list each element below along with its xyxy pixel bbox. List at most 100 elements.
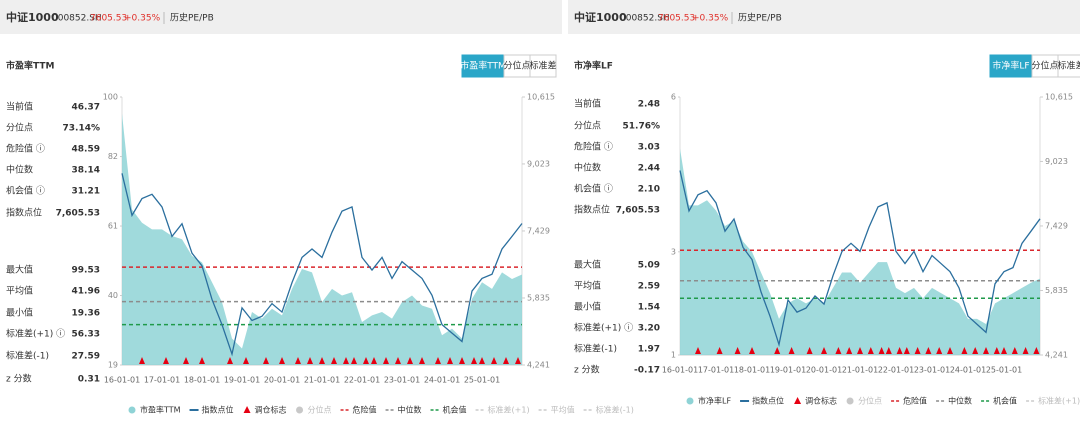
stat-label: 最大值 [574,259,601,271]
x-tick-label: 20-01-01 [264,376,300,385]
tab-button[interactable] [529,54,557,78]
stat-label: 分位点 [574,120,601,132]
rebalance-marker [435,357,441,364]
rebalance-marker [1022,347,1029,354]
stat-label: 标准差(-1) [6,350,49,362]
x-tick-label: 22-01-01 [878,366,914,375]
rebalance-marker [363,357,369,364]
legend-label[interactable]: 中位数 [948,396,972,406]
index-code: 000852.SH [620,14,670,24]
stat-label: 最小值 [6,307,33,319]
index-change: +0.35% [692,14,729,24]
stat-label: 分位点 [6,122,33,134]
y-tick-label: 100 [103,93,118,102]
rebalance-marker [903,347,910,354]
y-tick-label: 3 [671,247,676,256]
x-tick-label: 25-01-01 [464,376,500,385]
tab-button-label[interactable]: 市净率LF [992,60,1029,72]
x-tick-label: 16-01-01 [104,376,140,385]
rebalance-marker [878,347,885,354]
stat-label: 危险值 ⓘ [6,143,45,155]
index-name: 中证1000 [6,10,59,24]
stat-label: z 分数 [574,364,600,376]
stat-label: 中位数 [6,164,33,176]
x-tick-label: 17-01-01 [698,366,734,375]
legend-label[interactable]: 中位数 [398,405,422,415]
index-name: 中证1000 [574,10,627,24]
tab-button[interactable] [1057,54,1080,78]
stat-label: 最大值 [6,264,33,276]
x-tick-label: 23-01-01 [914,366,950,375]
rebalance-marker [199,357,205,364]
rebalance-marker [163,357,169,364]
y-tick-label: 19 [108,361,118,370]
y2-tick-label: 10,615 [1045,93,1073,102]
stat-label: 当前值 [574,98,601,110]
stat-value: 3.20 [638,324,660,334]
rebalance-marker [961,347,968,354]
rebalance-marker [447,357,453,364]
rebalance-marker [331,357,337,364]
rebalance-marker [774,347,781,354]
legend-label[interactable]: 标准差(-1) [596,405,634,415]
rebalance-marker [419,357,425,364]
legend-label[interactable]: 分位点 [858,396,882,406]
rebalance-marker [1001,347,1007,354]
y2-tick-label: 9,023 [527,159,550,168]
rebalance-marker [896,347,903,354]
rebalance-marker [243,357,249,364]
stat-value: 27.59 [72,352,100,362]
y2-tick-label: 9,023 [1045,157,1068,166]
tab-button-label[interactable]: 分位点 [503,60,530,72]
stat-value: 41.96 [72,287,100,297]
legend-label[interactable]: 分位点 [308,405,332,415]
legend-label[interactable]: 指数点位 [752,396,784,406]
legend-swatch [686,397,694,405]
index-change: +0.35% [124,14,161,24]
page-tab[interactable]: 历史PE/PB [170,12,214,24]
index-line [121,173,523,357]
legend-swatch [128,406,136,414]
valuation-area [680,148,1040,355]
y-tick-label: 82 [108,152,118,161]
valuation-area [122,113,522,365]
rebalance-marker [716,347,723,354]
page-tab[interactable]: 历史PE/PB [738,12,782,24]
x-tick-label: 20-01-01 [806,366,842,375]
legend-label[interactable]: 调仓标志 [805,396,837,406]
stat-value: 2.10 [638,185,660,195]
stat-label: 平均值 [6,285,33,297]
legend-label[interactable]: 市盈率TTM [140,405,181,415]
rebalance-marker [227,357,233,364]
rebalance-marker [491,357,497,364]
legend-label[interactable]: 危险值 [353,405,377,415]
tab-button-label[interactable]: 标准差 [1057,60,1080,72]
legend-label[interactable]: 机会值 [993,396,1017,406]
stat-value: 3.03 [638,143,660,153]
rebalance-marker [503,357,509,364]
x-tick-label: 22-01-01 [344,376,380,385]
legend-label[interactable]: 平均值 [551,405,575,415]
rebalance-marker [914,347,921,354]
stat-label: 指数点位 [6,207,42,219]
legend-label[interactable]: 指数点位 [202,405,234,415]
stat-value: 46.37 [72,103,100,113]
stat-label: 平均值 [574,280,601,292]
rebalance-marker [459,357,465,364]
legend-label[interactable]: 市净率LF [698,396,731,406]
tab-button-label[interactable]: 市盈率TTM [460,60,506,72]
rebalance-marker [351,357,357,364]
legend-label[interactable]: 危险值 [903,396,927,406]
legend-label[interactable]: 调仓标志 [255,405,287,415]
x-tick-label: 16-01-01 [662,366,698,375]
legend-label[interactable]: 标准差(+1) [1038,396,1080,406]
tab-button-label[interactable]: 标准差 [529,60,556,72]
legend-label[interactable]: 机会值 [443,405,467,415]
legend-swatch [794,397,802,404]
y2-tick-label: 5,835 [527,293,550,302]
tab-button-label[interactable]: 分位点 [1031,60,1058,72]
legend-label[interactable]: 标准差(+1) [488,405,530,415]
x-tick-label: 18-01-01 [734,366,770,375]
x-tick-label: 25-01-01 [986,366,1022,375]
y2-tick-label: 5,835 [1045,286,1068,295]
